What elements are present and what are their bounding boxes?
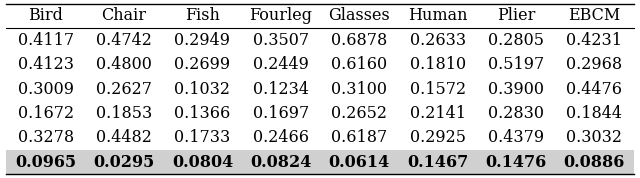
- Text: 0.4379: 0.4379: [488, 129, 544, 146]
- Text: 0.3100: 0.3100: [332, 80, 387, 98]
- Text: Fourleg: Fourleg: [250, 7, 312, 24]
- Text: 0.2141: 0.2141: [410, 105, 466, 122]
- Text: Plier: Plier: [497, 7, 535, 24]
- Text: 0.1733: 0.1733: [174, 129, 230, 146]
- Text: 0.6878: 0.6878: [331, 32, 387, 49]
- Text: 0.2805: 0.2805: [488, 32, 544, 49]
- Text: 0.2949: 0.2949: [175, 32, 230, 49]
- Text: 0.4742: 0.4742: [96, 32, 152, 49]
- Text: 0.3009: 0.3009: [17, 80, 74, 98]
- Text: 0.4482: 0.4482: [96, 129, 152, 146]
- Text: 0.3507: 0.3507: [253, 32, 309, 49]
- Text: 0.2925: 0.2925: [410, 129, 466, 146]
- Text: 0.1476: 0.1476: [485, 154, 547, 171]
- Text: 0.2652: 0.2652: [332, 105, 387, 122]
- Text: 0.1467: 0.1467: [407, 154, 468, 171]
- Text: 0.2466: 0.2466: [253, 129, 308, 146]
- Text: 0.1672: 0.1672: [17, 105, 74, 122]
- Text: Bird: Bird: [28, 7, 63, 24]
- Text: 0.0824: 0.0824: [250, 154, 312, 171]
- Text: 0.0804: 0.0804: [172, 154, 233, 171]
- Text: 0.0295: 0.0295: [93, 154, 155, 171]
- Text: Fish: Fish: [185, 7, 220, 24]
- Text: 0.1810: 0.1810: [410, 56, 466, 73]
- Text: 0.4117: 0.4117: [17, 32, 74, 49]
- Text: 0.2449: 0.2449: [253, 56, 308, 73]
- Text: 0.0614: 0.0614: [328, 154, 390, 171]
- Text: 0.6160: 0.6160: [331, 56, 387, 73]
- Text: 0.4476: 0.4476: [566, 80, 622, 98]
- Text: Chair: Chair: [102, 7, 147, 24]
- Text: 0.4231: 0.4231: [566, 32, 622, 49]
- Text: 0.1032: 0.1032: [175, 80, 230, 98]
- Text: 0.2830: 0.2830: [488, 105, 544, 122]
- Text: 0.3032: 0.3032: [566, 129, 622, 146]
- Text: 0.4800: 0.4800: [96, 56, 152, 73]
- Text: 0.0965: 0.0965: [15, 154, 76, 171]
- Text: 0.6187: 0.6187: [331, 129, 387, 146]
- Text: 0.1697: 0.1697: [253, 105, 309, 122]
- Text: 0.2968: 0.2968: [566, 56, 623, 73]
- Text: 0.3278: 0.3278: [17, 129, 74, 146]
- Text: 0.3900: 0.3900: [488, 80, 544, 98]
- Bar: [6, 150, 634, 174]
- Text: 0.1234: 0.1234: [253, 80, 308, 98]
- Text: Human: Human: [408, 7, 467, 24]
- Text: 0.1844: 0.1844: [566, 105, 622, 122]
- Text: 0.1572: 0.1572: [410, 80, 466, 98]
- Text: 0.4123: 0.4123: [17, 56, 74, 73]
- Text: 0.0886: 0.0886: [564, 154, 625, 171]
- Text: Glasses: Glasses: [328, 7, 390, 24]
- Text: 0.2699: 0.2699: [174, 56, 230, 73]
- Text: 0.5197: 0.5197: [488, 56, 544, 73]
- Text: 0.2627: 0.2627: [96, 80, 152, 98]
- Text: 0.1853: 0.1853: [96, 105, 152, 122]
- Text: 0.2633: 0.2633: [410, 32, 466, 49]
- Text: 0.1366: 0.1366: [174, 105, 230, 122]
- Text: EBCM: EBCM: [568, 7, 621, 24]
